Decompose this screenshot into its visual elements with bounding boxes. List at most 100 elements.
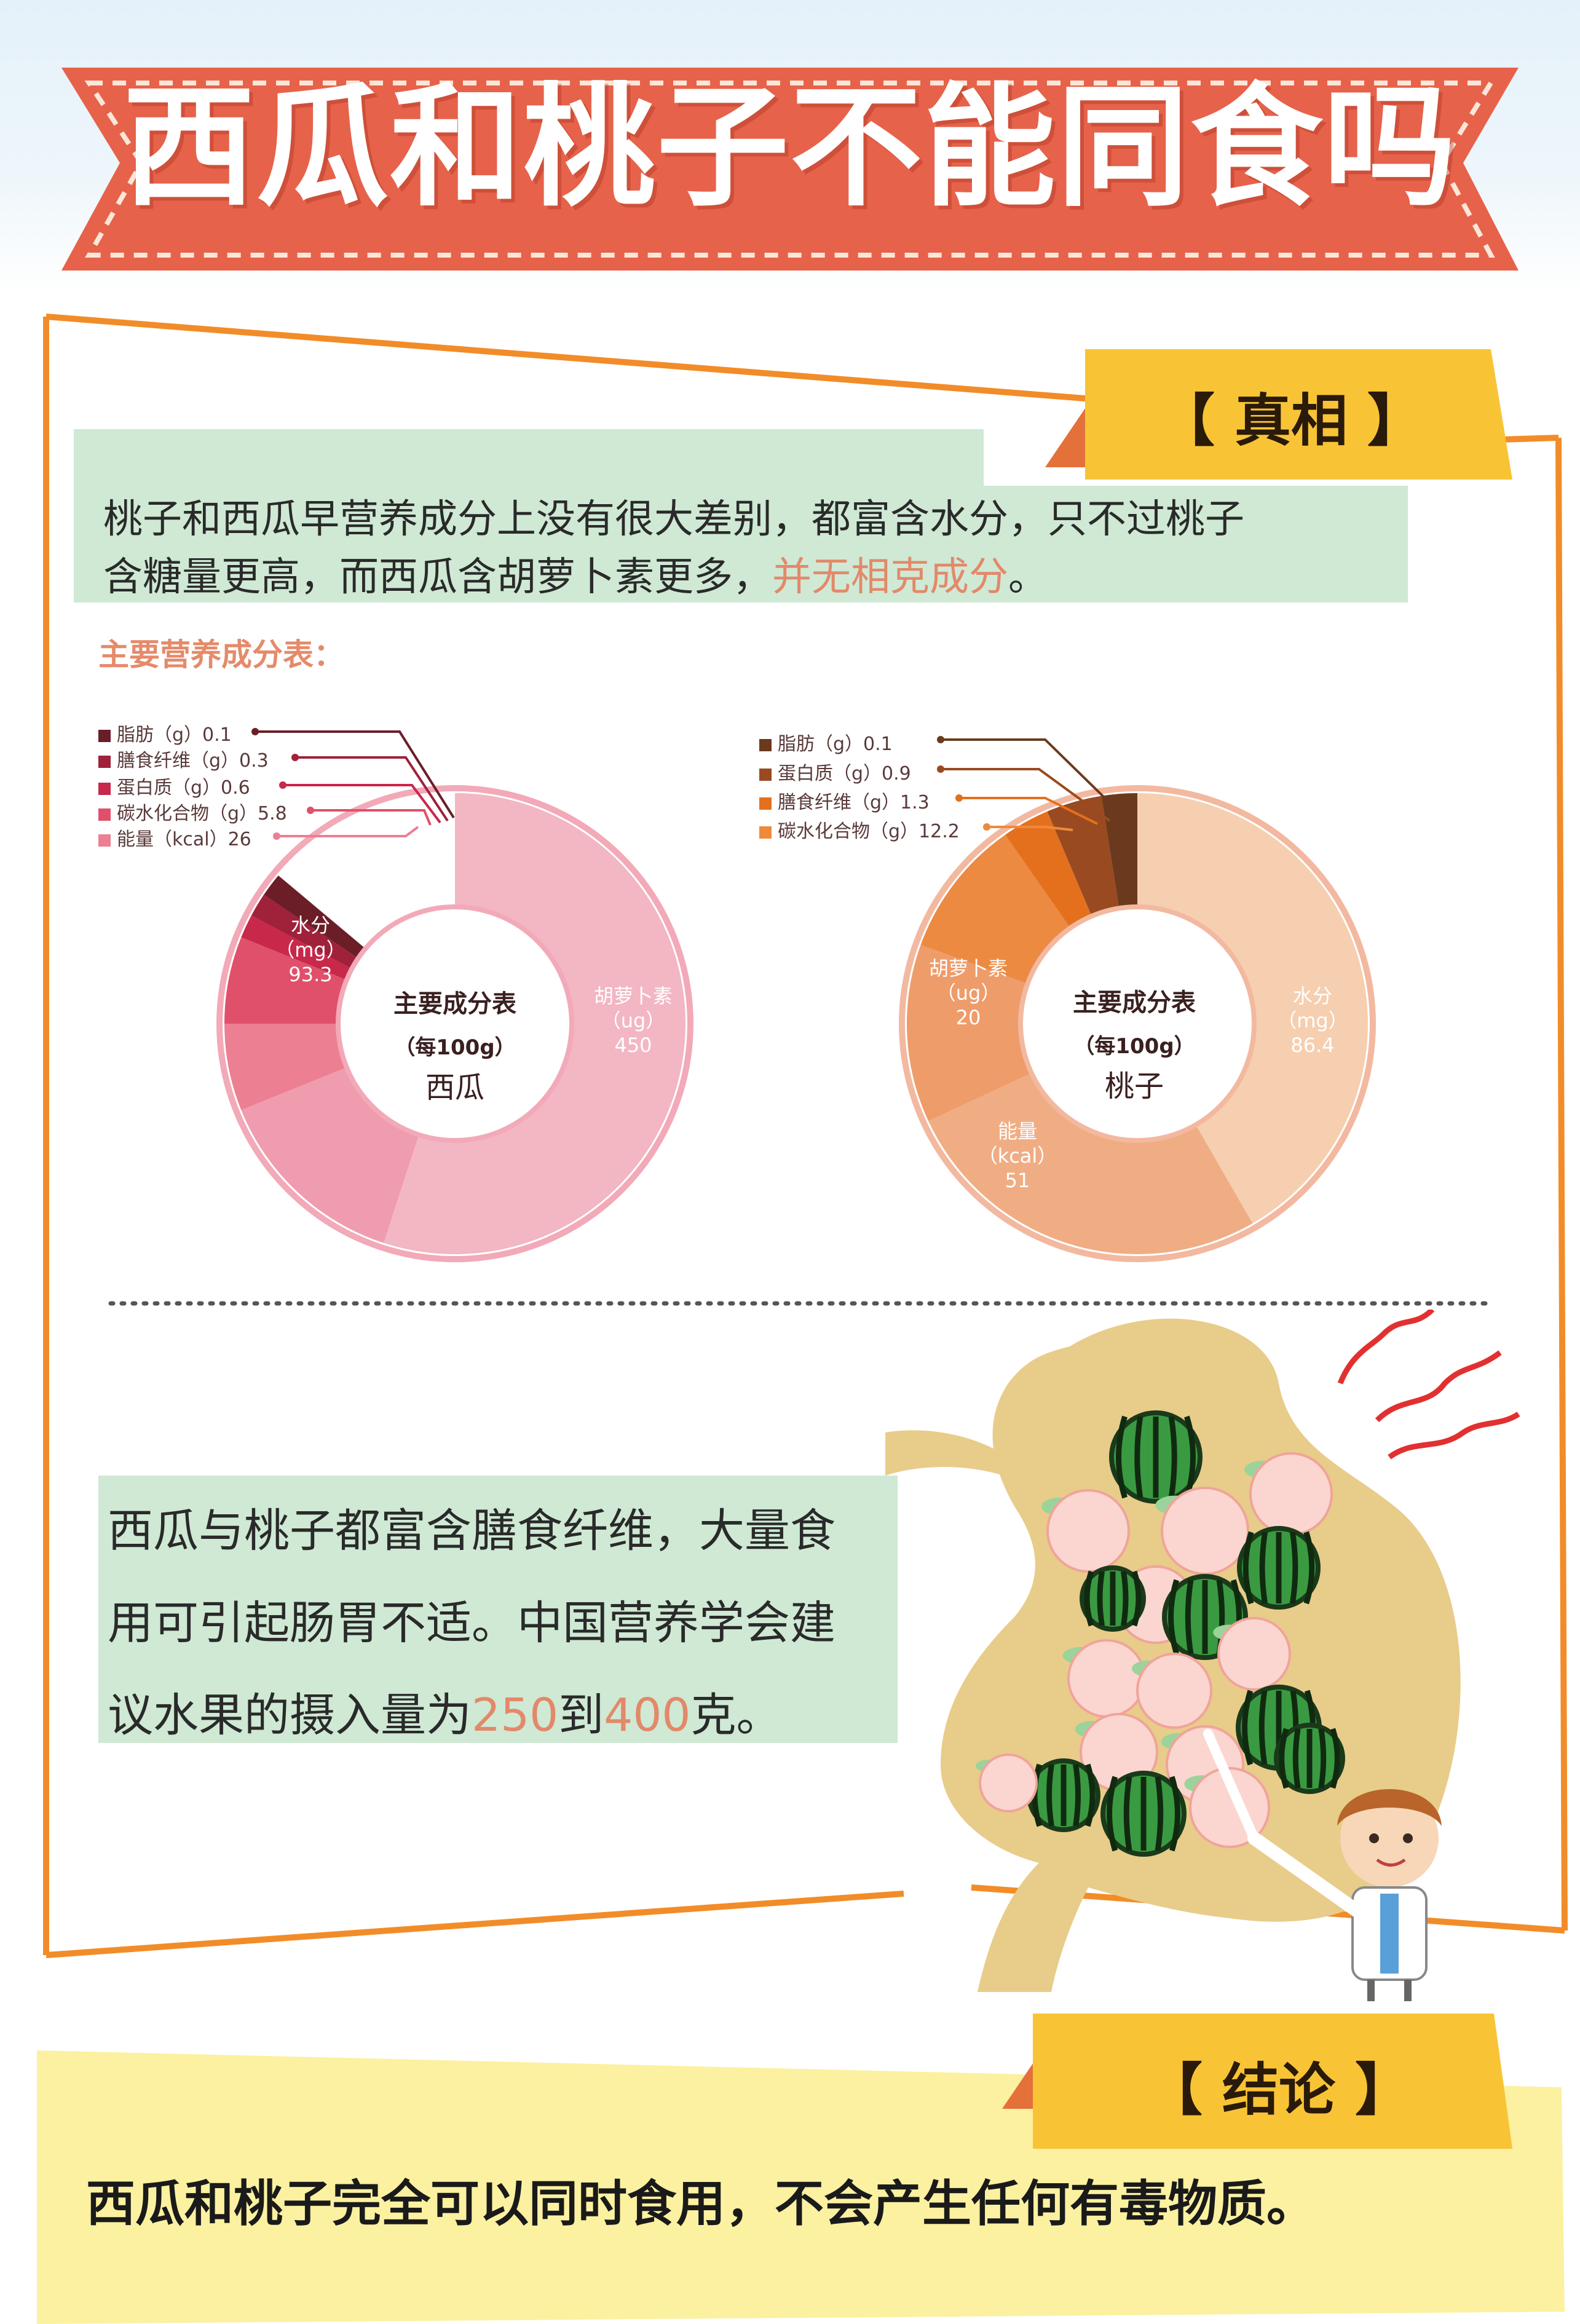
- truth-paragraph: 桃子和西瓜早营养成分上没有很大差别，都富含水分，只不过桃子 含糖量更高，而西瓜含…: [103, 491, 1425, 606]
- leader-line: [310, 809, 432, 826]
- truth-line-2: 含糖量更高，而西瓜含胡萝卜素更多，并无相克成分。: [103, 548, 1425, 606]
- leader-dot: [273, 832, 280, 840]
- truth-tab-label: 【 真相 】: [1158, 388, 1424, 454]
- legend-item: 碳水化合物（g）12.2: [759, 816, 960, 843]
- advice-mid: 到: [558, 1689, 604, 1742]
- truth-line-2-text: 含糖量更高，而西瓜含胡萝卜素更多，: [103, 555, 772, 600]
- watermelon-stripe: [1084, 1570, 1094, 1627]
- segment-unit: （mg）: [275, 938, 346, 962]
- conclusion-tab-shape: [1033, 2014, 1512, 2149]
- advice-line-3-text: 议水果的摄入量为: [108, 1689, 472, 1742]
- donut-slice-胡萝卜素: [906, 944, 1032, 1121]
- watermelon-stripe: [1073, 1764, 1081, 1827]
- segment-value: 51: [1005, 1169, 1030, 1192]
- watermelon-stripe: [1168, 1416, 1177, 1498]
- watermelon-stripe: [1184, 1415, 1196, 1499]
- center-title: 主要成分表: [393, 990, 516, 1018]
- advice-end: 克。: [690, 1689, 782, 1742]
- segment-name: 胡萝卜素: [593, 984, 673, 1008]
- leader-dot: [937, 765, 944, 773]
- donut-slice-碳水化合物: [920, 834, 1071, 984]
- page-title: 西瓜和桃子不能同食吗: [123, 70, 1457, 224]
- legend-item: 能量（kcal）26: [98, 824, 251, 851]
- leader-dot: [955, 794, 963, 802]
- advice-green-box: [98, 1476, 898, 1743]
- legend-swatch: [759, 797, 772, 810]
- watermelon-stripe: [1097, 1571, 1105, 1626]
- legend-swatch: [98, 756, 111, 768]
- watermelon-stripe: [1084, 1763, 1096, 1827]
- legend-swatch: [759, 826, 772, 839]
- watermelon-stripe: [1155, 1776, 1164, 1851]
- center-name: 桃子: [1104, 1069, 1164, 1104]
- truth-line-1: 桃子和西瓜早营养成分上没有很大差别，都富含水分，只不过桃子: [103, 497, 1244, 542]
- donut-slice-脂肪: [1101, 793, 1137, 909]
- legend-label: 脂肪（g）0.1: [117, 724, 232, 746]
- truth-green-box: [74, 486, 1408, 603]
- leader-dot: [307, 807, 314, 814]
- pain-squiggle: [1337, 1310, 1435, 1385]
- donut-hole: [336, 904, 574, 1143]
- leader-dot: [251, 728, 259, 735]
- intake-min: 250: [472, 1689, 559, 1742]
- leader-line: [959, 797, 1098, 825]
- peach-icon: [1136, 1653, 1212, 1729]
- watermelon-stripe: [1116, 1415, 1128, 1499]
- donut-hole: [1018, 904, 1257, 1143]
- segment-value: 20: [955, 1006, 981, 1029]
- leader-dot: [937, 736, 944, 743]
- legend-label: 能量（kcal）26: [117, 829, 251, 850]
- leader-line: [941, 768, 1111, 822]
- legend-item: 脂肪（g）0.1: [98, 719, 232, 746]
- segment-value: 86.4: [1290, 1034, 1335, 1057]
- pain-squiggle: [1375, 1350, 1502, 1423]
- doctor-character: [1203, 1729, 1442, 2001]
- center-name: 西瓜: [425, 1070, 484, 1105]
- legend-label: 膳食纤维（g）0.3: [117, 750, 269, 772]
- peach-center-label: 主要成分表 （每100g） 桃子: [1054, 982, 1214, 1105]
- watermelon-stripe: [1168, 1579, 1180, 1655]
- watermelon-stripe: [1242, 1690, 1254, 1766]
- advice-line-1: 西瓜与桃子都富含膳食纤维，大量食: [108, 1504, 835, 1557]
- donut-slice-能量: [224, 1024, 347, 1110]
- pain-squiggle: [1388, 1412, 1520, 1460]
- legend-item: 膳食纤维（g）0.3: [98, 745, 269, 772]
- segment-value: 93.3: [288, 963, 333, 986]
- legend-item: 蛋白质（g）0.6: [98, 772, 250, 799]
- legend-label: 脂肪（g）0.1: [778, 733, 893, 755]
- donut-slice-脂肪: [264, 875, 366, 958]
- watermelon-stripe: [1107, 1776, 1118, 1852]
- peach-donut-chart: [899, 736, 1376, 1262]
- conclusion-tab-label: 【 结论 】: [1145, 2057, 1412, 2123]
- watermelon-stripe: [1289, 1532, 1298, 1604]
- center-sub: （每100g）: [394, 1035, 516, 1060]
- segment-name: 水分: [1292, 984, 1332, 1008]
- segment-label-carotene: 胡萝卜素 （ug） 20: [922, 956, 1014, 1030]
- leader-dot: [279, 781, 286, 789]
- leader-dot: [291, 754, 299, 761]
- watermelon-stripe: [1169, 1776, 1180, 1852]
- truth-tab-shape: [1085, 349, 1512, 480]
- watermelon-stripe: [1303, 1531, 1315, 1605]
- advice-paragraph: 西瓜与桃子都富含膳食纤维，大量食 用可引起肠胃不适。中国营养学会建 议水果的摄入…: [108, 1485, 907, 1761]
- intake-max: 400: [604, 1689, 691, 1742]
- leader-dot: [983, 823, 990, 831]
- donut-outline: [899, 785, 1376, 1262]
- advice-line-3: 议水果的摄入量为250到400克。: [108, 1669, 907, 1761]
- segment-label-carotene: 胡萝卜素 （ug） 450: [590, 984, 676, 1057]
- watermelon-stripe: [1258, 1690, 1268, 1765]
- leader-line: [255, 730, 455, 819]
- watermelon-stripe: [1185, 1579, 1194, 1654]
- watermelon-stripe: [1292, 1728, 1301, 1788]
- peach-icon: [1249, 1452, 1333, 1536]
- donut-slice-水分: [1137, 793, 1368, 1223]
- legend-label: 碳水化合物（g）5.8: [117, 803, 287, 824]
- segment-name: 水分: [290, 914, 330, 937]
- stomach-illustration: [885, 1310, 1520, 2001]
- legend-item: 蛋白质（g）0.9: [759, 758, 911, 785]
- segment-label-water: 水分 （mg） 93.3: [271, 913, 350, 987]
- legend-swatch: [98, 783, 111, 795]
- leader-line: [277, 826, 419, 837]
- peach-icon: [1067, 1639, 1146, 1718]
